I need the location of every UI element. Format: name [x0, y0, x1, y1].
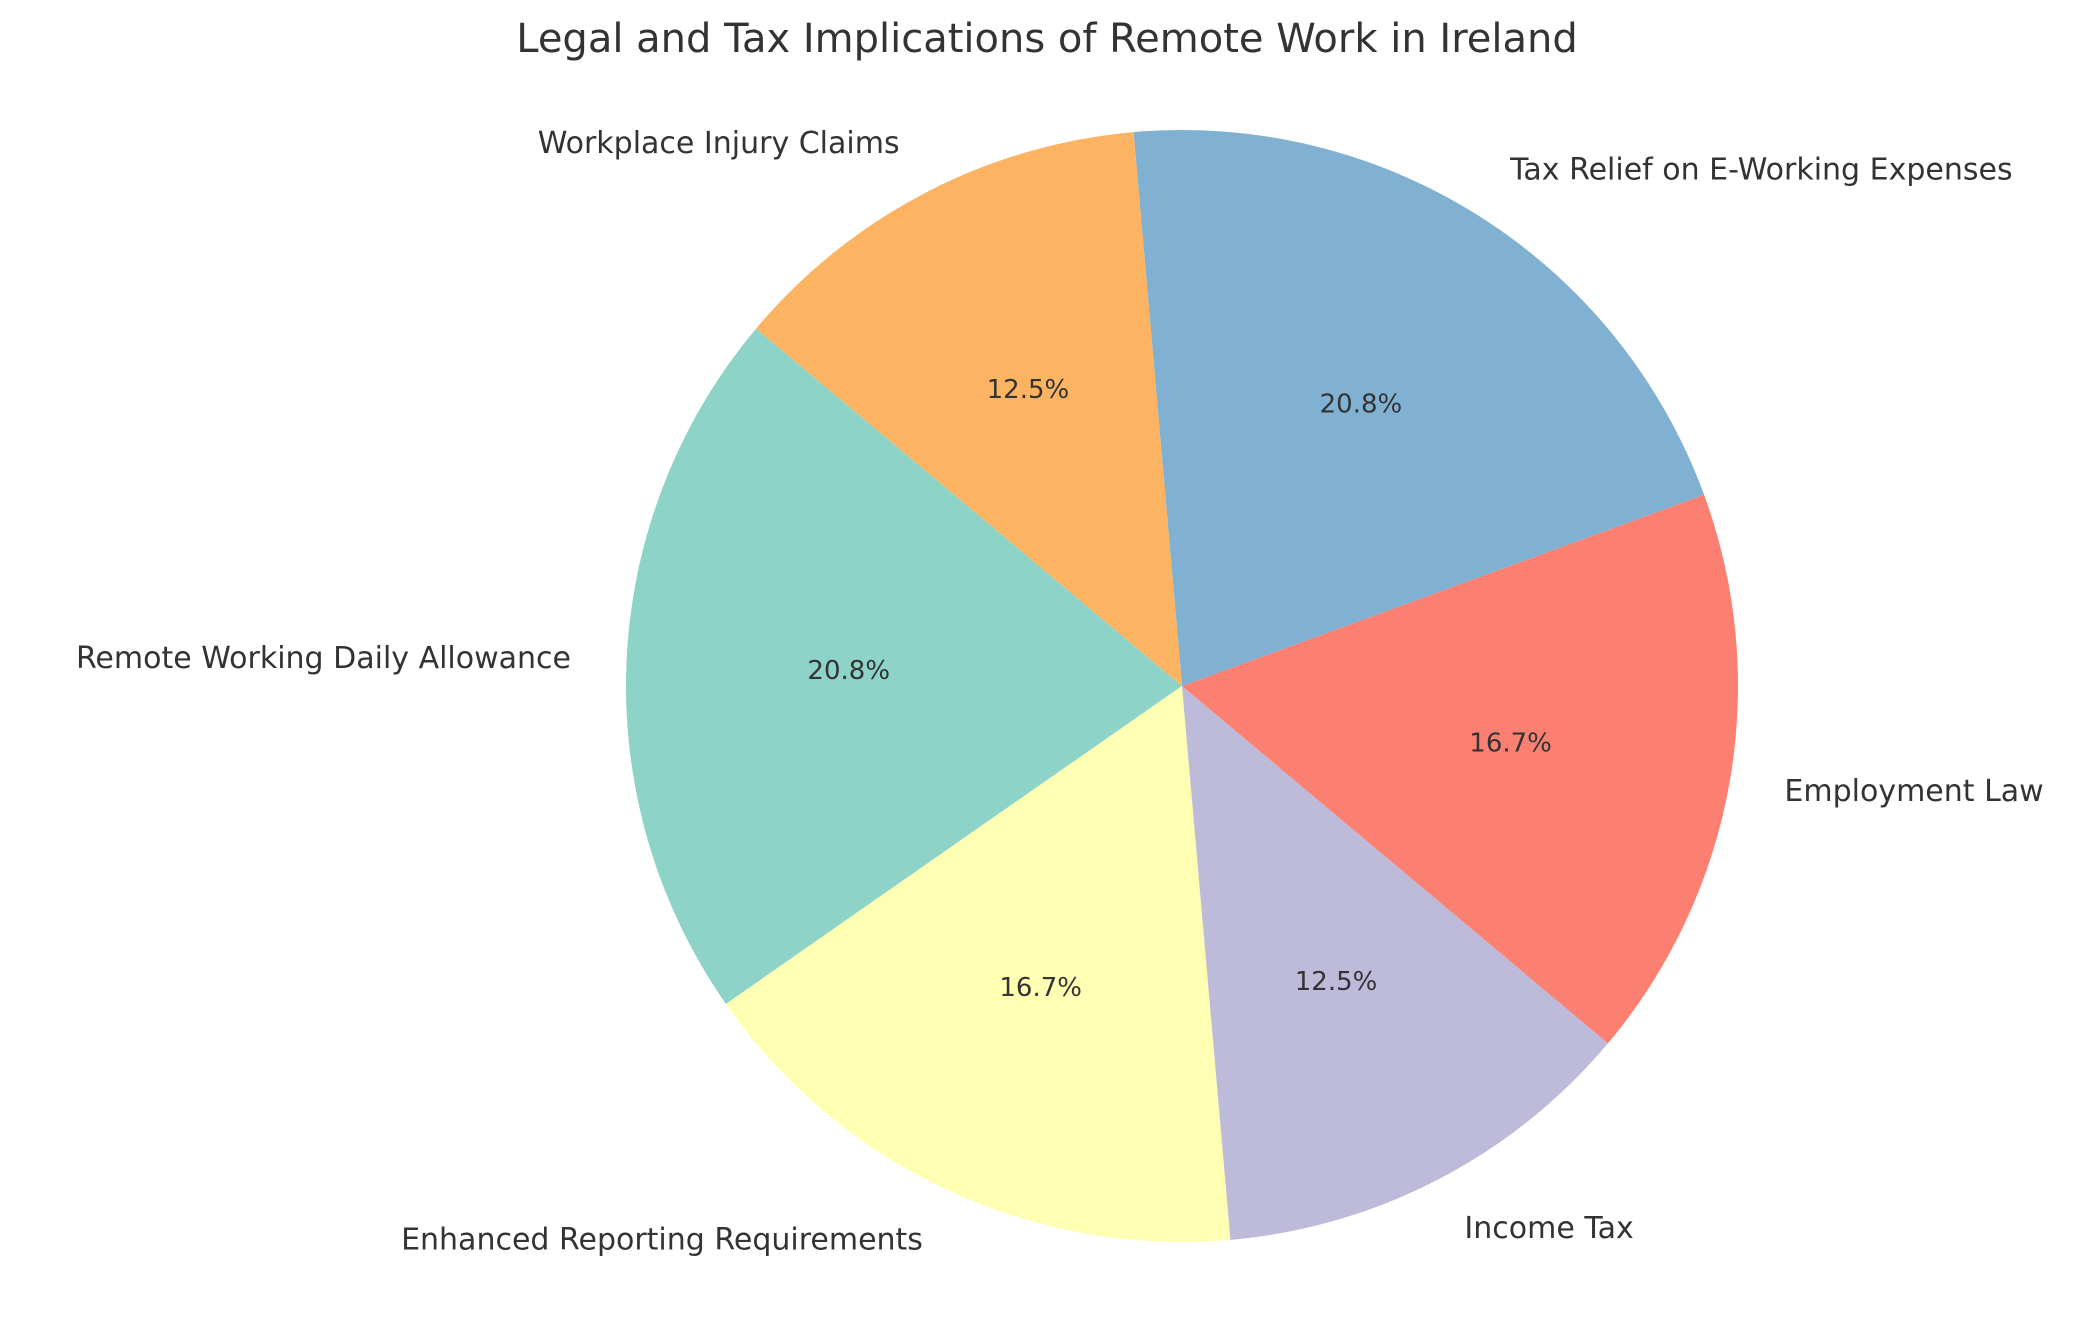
pie-slice-remote-working-daily-allowance	[626, 328, 1182, 1004]
pie-percent-label: 20.8%	[1320, 389, 1403, 419]
pie-percent-label: 12.5%	[1295, 967, 1378, 997]
pie-slice-workplace-injury-claims	[756, 132, 1182, 687]
pie-slice-enhanced-reporting-requirements	[725, 686, 1231, 1242]
pie-slice-employment-law	[1182, 494, 1739, 1044]
pie-percent-label: 16.7%	[999, 973, 1082, 1003]
pie-category-labels: Remote Working Daily Allowance Enhanced R…	[76, 126, 2044, 1258]
pie-percent-label: 12.5%	[987, 375, 1070, 405]
pie-category-label: Remote Working Daily Allowance	[76, 641, 571, 676]
pie-category-label: Workplace Injury Claims	[538, 126, 900, 161]
pie-percent-labels: 20.8% 16.7% 12.5% 16.7% 20.8% 12.5%	[807, 375, 1551, 1003]
chart-title: Legal and Tax Implications of Remote Wor…	[516, 16, 1578, 62]
pie-category-label: Enhanced Reporting Requirements	[401, 1223, 923, 1258]
pie-slice-income-tax	[1182, 686, 1608, 1240]
pie-category-label: Income Tax	[1464, 1211, 1633, 1246]
pie-percent-label: 16.7%	[1469, 729, 1552, 759]
pie-slices	[626, 129, 1739, 1242]
pie-slice-tax-relief-on-e-working-expenses	[1133, 129, 1705, 686]
pie-category-label: Tax Relief on E-Working Expenses	[1509, 152, 2013, 187]
pie-percent-label: 20.8%	[807, 656, 890, 686]
pie-category-label: Employment Law	[1784, 774, 2043, 809]
